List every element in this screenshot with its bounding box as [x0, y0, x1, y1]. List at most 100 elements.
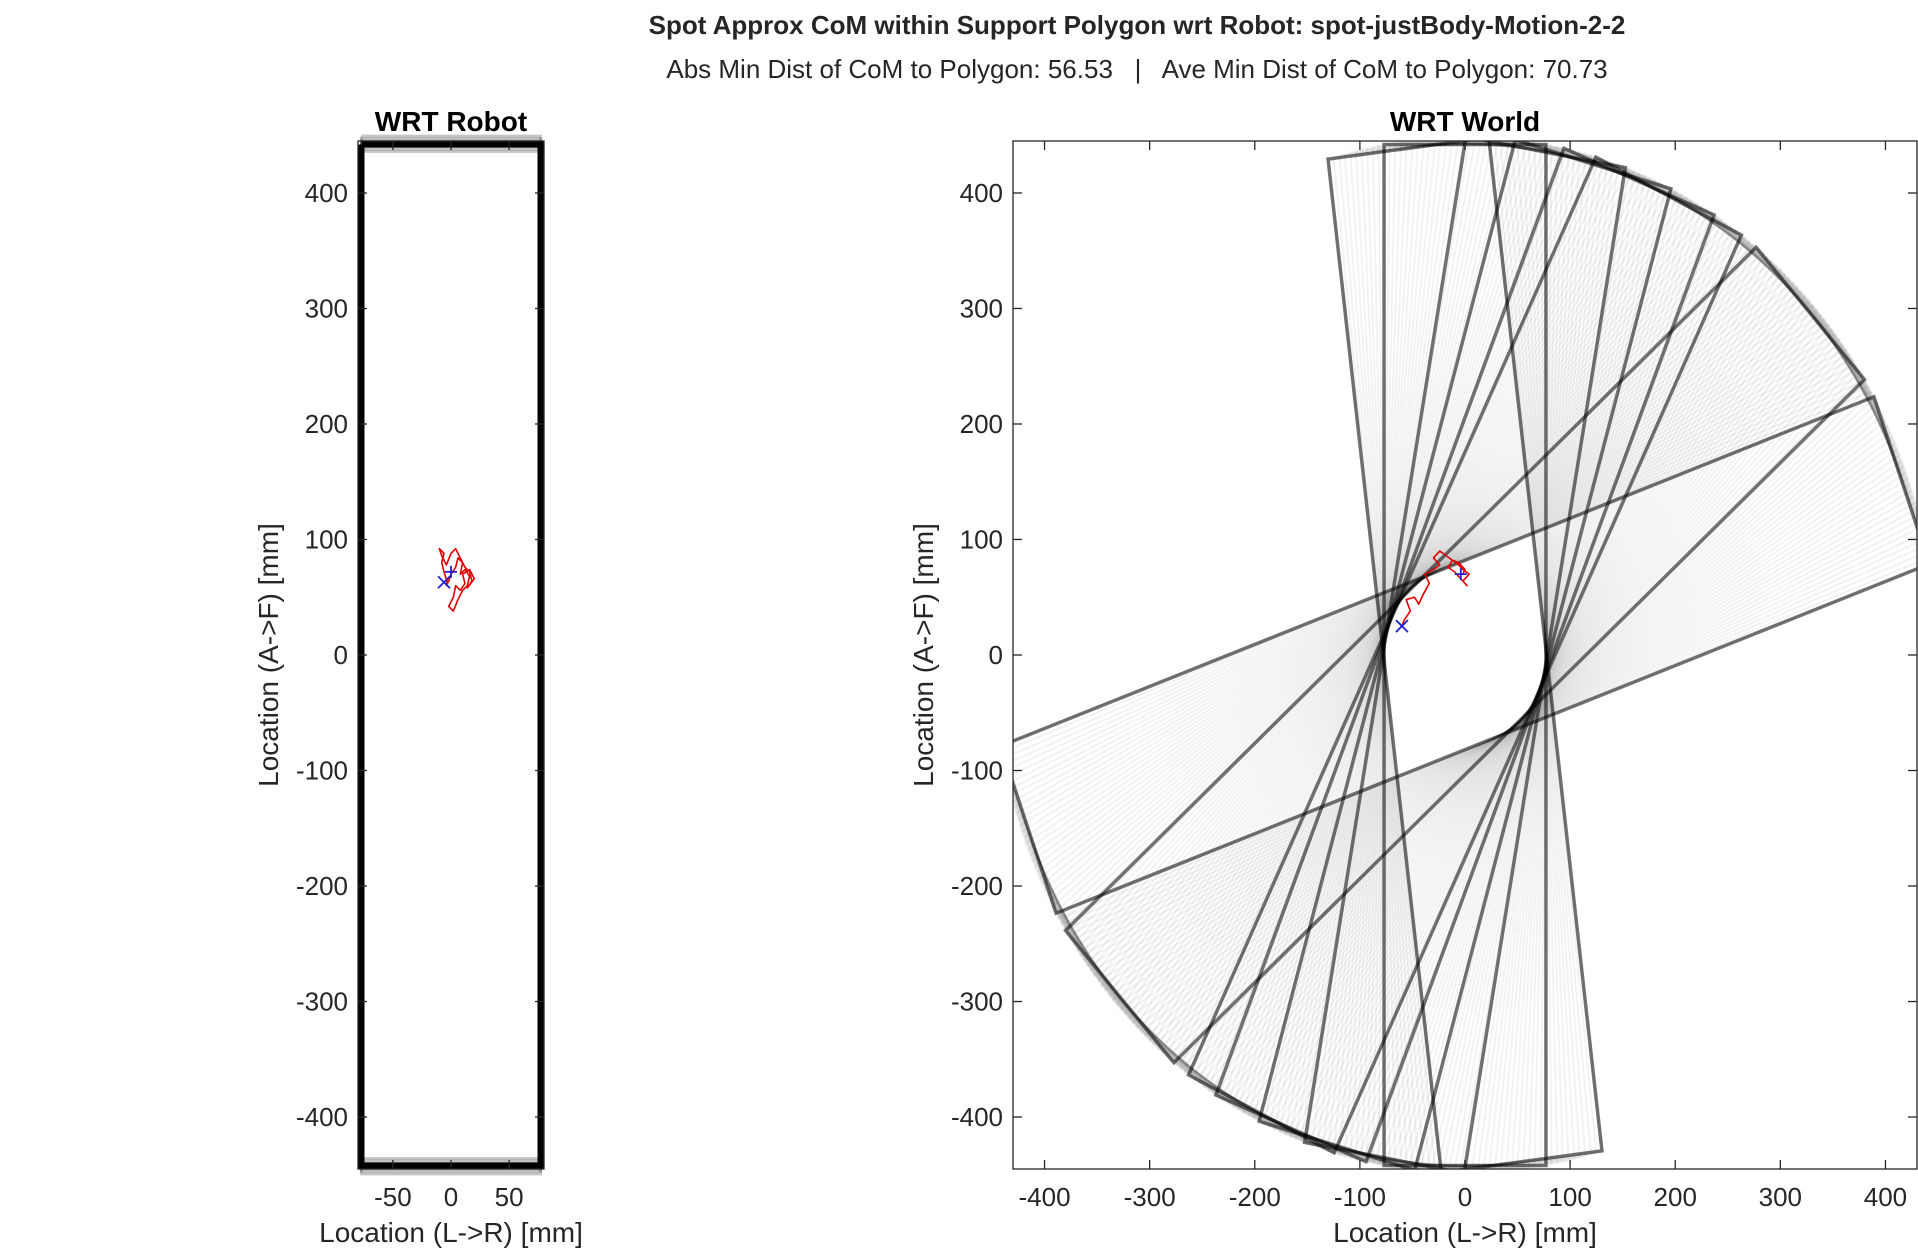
robot-axes-title: WRT Robot [375, 106, 527, 137]
y-tick-label: -200 [951, 871, 1003, 901]
support-polygon-trace [1026, 308, 1904, 1002]
support-polygon-trace [1122, 189, 1808, 1121]
support-polygon-trace [359, 147, 543, 1163]
support-polygon [1213, 145, 1717, 1165]
y-tick-label: 300 [305, 293, 348, 323]
support-polygon-trace [1028, 303, 1902, 1007]
support-polygon-trace [1051, 263, 1879, 1047]
figure-title: Spot Approx CoM within Support Polygon w… [649, 10, 1626, 40]
y-tick-label: 0 [989, 640, 1003, 670]
support-polygon-trace [359, 149, 543, 1161]
support-polygon [1382, 142, 1548, 1168]
support-polygon-trace [1111, 198, 1819, 1112]
world-axes-title: WRT World [1390, 106, 1540, 137]
robot-ticks: -50 0 50 -400 -300 -200 -100 0 100 200 300 400 [296, 141, 544, 1212]
support-polygon-trace [1147, 174, 1783, 1136]
support-polygon-trace [359, 142, 543, 1168]
y-tick-label: 200 [960, 409, 1003, 439]
world-support-polygons [1013, 141, 1917, 1169]
x-tick-label: -400 [1019, 1182, 1071, 1212]
robot-axes-box [357, 140, 545, 1170]
support-polygon [1302, 141, 1628, 1169]
x-tick-label: 200 [1654, 1182, 1697, 1212]
x-tick-label: 0 [444, 1182, 458, 1212]
y-tick-label: 200 [305, 409, 348, 439]
y-tick-label: -300 [951, 987, 1003, 1017]
support-polygon-trace [359, 139, 543, 1171]
wrt-world-axes: -400 -300 -200 -100 0 100 200 300 400 -400 -300 -20… [908, 106, 1918, 1248]
support-polygon-trace [1069, 239, 1861, 1071]
com-end-marker [1454, 568, 1467, 581]
support-polygon-trace [1151, 171, 1779, 1139]
com-path [1401, 550, 1471, 627]
support-polygon-trace [1020, 322, 1910, 988]
support-polygon-trace [359, 149, 543, 1161]
support-polygon-trace [359, 137, 543, 1173]
world-y-axis-label: Location (A->F) [mm] [908, 523, 939, 787]
com-path [438, 547, 476, 612]
robot-y-axis-label: Location (A->F) [mm] [253, 523, 284, 787]
support-polygon-trace [1048, 267, 1882, 1043]
y-tick-label: -100 [951, 756, 1003, 786]
x-tick-label: 0 [1458, 1182, 1472, 1212]
support-polygon-trace [1118, 192, 1812, 1118]
world-x-axis-label: Location (L->R) [mm] [1333, 1217, 1597, 1248]
y-tick-label: 300 [960, 293, 1003, 323]
y-tick-label: -300 [296, 987, 348, 1017]
support-polygon-trace [1139, 179, 1791, 1131]
y-tick-label: -100 [296, 756, 348, 786]
x-tick-label: -50 [374, 1182, 412, 1212]
figure-subtitle: Abs Min Dist of CoM to Polygon: 56.53 | … [666, 54, 1607, 84]
support-polygon-trace [359, 142, 543, 1168]
y-tick-label: 400 [960, 178, 1003, 208]
support-polygon-trace [359, 144, 543, 1166]
support-polygon-trace [1103, 204, 1827, 1106]
support-polygon-trace [1024, 313, 1906, 997]
support-polygon-trace [359, 147, 543, 1163]
support-polygon [1063, 244, 1867, 1066]
support-polygon-trace [1045, 272, 1885, 1038]
support-polygon-trace [1022, 317, 1908, 993]
x-tick-label: 400 [1864, 1182, 1907, 1212]
support-polygon [358, 141, 544, 1169]
wrt-robot-axes: -50 0 50 -400 -300 -200 -100 0 100 200 300 400 WRT … [253, 106, 583, 1248]
support-polygon-trace [1134, 181, 1796, 1129]
support-polygon-trace [1056, 255, 1874, 1055]
y-tick-label: 100 [305, 524, 348, 554]
x-tick-label: -300 [1124, 1182, 1176, 1212]
support-polygon-trace [1043, 276, 1887, 1034]
support-polygon-trace [1114, 195, 1816, 1115]
support-polygon [1013, 394, 1917, 916]
com-start-marker [437, 575, 451, 589]
support-polygon [1326, 141, 1604, 1169]
support-polygon-trace [359, 134, 543, 1176]
y-tick-label: -200 [296, 871, 348, 901]
support-polygon-trace [1099, 208, 1831, 1102]
world-ticks: -400 -300 -200 -100 0 100 200 300 400 -400 -300 -20… [951, 141, 1917, 1212]
y-tick-label: 0 [334, 640, 348, 670]
y-tick-label: 100 [960, 524, 1003, 554]
com-start-marker [1395, 619, 1409, 633]
support-polygon-trace [1033, 294, 1897, 1016]
x-tick-label: 300 [1759, 1182, 1802, 1212]
support-polygon [1257, 141, 1673, 1169]
robot-com-path-layer [437, 547, 476, 612]
y-tick-label: -400 [951, 1102, 1003, 1132]
support-polygon-trace [1040, 280, 1890, 1030]
support-polygon-trace [359, 137, 543, 1173]
world-com-path-layer [1395, 550, 1471, 633]
robot-x-axis-label: Location (L->R) [mm] [319, 1217, 583, 1248]
support-polygon [1186, 154, 1744, 1156]
support-polygon-trace [1156, 169, 1774, 1141]
x-tick-label: 100 [1548, 1182, 1591, 1212]
y-tick-label: 400 [305, 178, 348, 208]
x-tick-label: 50 [495, 1182, 524, 1212]
world-axes-box [1012, 140, 1918, 1170]
support-polygon-trace [359, 144, 543, 1166]
support-polygon-trace [359, 139, 543, 1171]
x-tick-label: -100 [1334, 1182, 1386, 1212]
y-tick-label: -400 [296, 1102, 348, 1132]
x-tick-label: -200 [1229, 1182, 1281, 1212]
robot-support-polygons [358, 134, 544, 1176]
